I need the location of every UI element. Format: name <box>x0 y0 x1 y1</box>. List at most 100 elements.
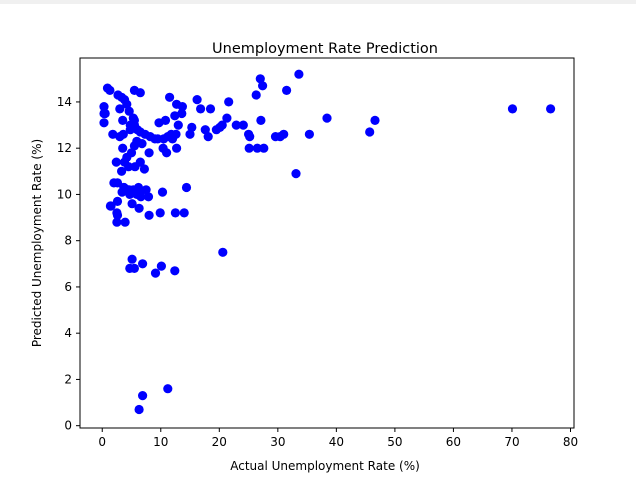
y-tick-label: 10 <box>57 187 72 201</box>
scatter-point <box>507 104 518 114</box>
scatter-point <box>143 192 154 202</box>
scatter-point <box>159 134 169 144</box>
scatter-point <box>150 268 161 278</box>
scatter-point <box>205 104 216 114</box>
scatter-points <box>99 69 556 415</box>
scatter-point <box>144 210 154 220</box>
scatter-point <box>133 182 144 193</box>
scatter-point <box>251 90 261 100</box>
scatter-point <box>115 104 125 114</box>
scatter-point <box>222 113 232 123</box>
scatter-point <box>187 122 197 132</box>
scatter-point <box>162 148 172 158</box>
scatter-point <box>211 125 221 135</box>
scatter-point <box>160 115 171 125</box>
scatter-point <box>105 85 115 95</box>
scatter-point <box>100 108 110 119</box>
scatter-point <box>138 259 148 269</box>
scatter-point <box>144 148 154 158</box>
scatter-point <box>173 120 183 130</box>
y-tick-label: 4 <box>64 326 72 340</box>
y-tick-label: 12 <box>57 141 72 155</box>
x-tick-label: 50 <box>387 435 402 449</box>
x-tick-label: 60 <box>446 435 461 449</box>
scatter-point <box>170 111 180 121</box>
scatter-point <box>196 104 206 114</box>
scatter-point <box>185 129 195 139</box>
scatter-point <box>111 157 121 167</box>
scatter-point <box>99 118 109 128</box>
window-top-strip <box>0 0 636 4</box>
scatter-point <box>127 199 137 209</box>
y-tick-label: 6 <box>64 280 72 294</box>
scatter-point <box>244 129 254 139</box>
scatter-point <box>156 261 166 271</box>
scatter-point <box>126 148 137 158</box>
scatter-point <box>259 143 269 153</box>
scatter-point <box>155 208 165 218</box>
scatter-point <box>231 120 241 130</box>
scatter-point <box>112 178 123 188</box>
x-tick-label: 20 <box>212 435 227 449</box>
scatter-point <box>108 129 118 139</box>
scatter-point <box>256 115 266 125</box>
x-axis-ticks: 0 10 20 30 40 50 60 70 80 <box>98 428 578 449</box>
scatter-point <box>122 99 132 109</box>
scatter-point <box>112 196 123 206</box>
scatter-point <box>129 263 139 273</box>
scatter-point <box>134 404 144 415</box>
scatter-point <box>252 143 262 153</box>
scatter-point <box>238 120 248 130</box>
scatter-point <box>132 189 142 199</box>
chart-title: Unemployment Rate Prediction <box>212 41 438 57</box>
y-tick-label: 0 <box>64 419 72 433</box>
scatter-point <box>138 391 148 401</box>
y-tick-label: 8 <box>64 234 72 248</box>
scatter-point <box>171 129 181 139</box>
x-tick-label: 40 <box>329 435 344 449</box>
scatter-point <box>139 164 149 174</box>
x-tick-label: 80 <box>563 435 578 449</box>
scatter-point <box>172 143 182 153</box>
y-axis-ticks: 0 2 4 6 8 10 12 14 <box>57 95 80 433</box>
scatter-point <box>118 115 128 125</box>
scatter-point <box>291 169 301 179</box>
scatter-point <box>112 208 122 218</box>
scatter-point <box>127 254 137 264</box>
scatter-point <box>141 185 151 195</box>
scatter-point <box>224 97 234 107</box>
scatter-point <box>124 106 134 116</box>
scatter-point <box>130 162 140 172</box>
x-tick-label: 0 <box>98 435 106 449</box>
scatter-point <box>117 166 127 176</box>
scatter-point <box>177 108 187 119</box>
scatter-point <box>120 217 130 227</box>
scatter-point <box>134 203 144 213</box>
scatter-point <box>279 129 289 139</box>
scatter-point <box>179 208 189 218</box>
scatter-point <box>294 69 304 79</box>
scatter-point <box>157 187 168 197</box>
scatter-point <box>203 132 213 142</box>
y-tick-label: 2 <box>64 372 72 386</box>
scatter-point <box>170 208 180 218</box>
scatter-point <box>118 143 128 153</box>
scatter-point <box>118 129 128 139</box>
scatter-point <box>125 125 135 135</box>
scatter-point <box>270 132 281 142</box>
scatter-point <box>112 217 122 227</box>
scatter-point <box>163 384 173 394</box>
scatter-point <box>546 104 556 114</box>
scatter-point <box>258 81 268 91</box>
x-tick-label: 30 <box>270 435 285 449</box>
scatter-point <box>365 127 375 137</box>
scatter-point <box>282 85 292 95</box>
scatter-point <box>99 102 109 112</box>
plot-frame <box>79 57 575 429</box>
x-tick-label: 10 <box>153 435 168 449</box>
scatter-point <box>255 74 265 84</box>
x-axis-label: Actual Unemployment Rate (%) <box>230 459 420 473</box>
scatter-point <box>177 102 187 112</box>
scatter-point <box>218 247 228 257</box>
